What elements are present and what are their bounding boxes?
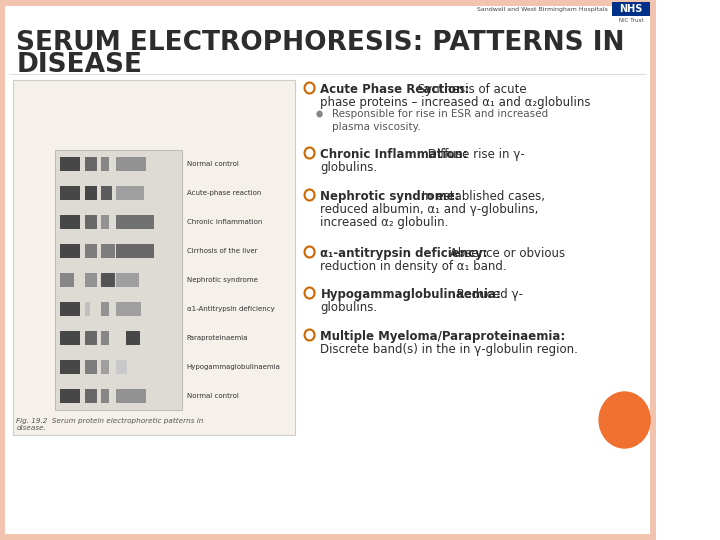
Text: Normal control: Normal control <box>186 393 238 399</box>
Text: Acute-phase reaction: Acute-phase reaction <box>186 190 261 197</box>
Text: In established cases,: In established cases, <box>418 190 545 203</box>
FancyBboxPatch shape <box>101 331 109 345</box>
FancyBboxPatch shape <box>60 273 73 287</box>
FancyBboxPatch shape <box>116 389 146 402</box>
Text: Reduced γ-: Reduced γ- <box>452 288 523 301</box>
FancyBboxPatch shape <box>116 244 154 258</box>
FancyBboxPatch shape <box>650 0 655 540</box>
FancyBboxPatch shape <box>0 534 655 540</box>
Text: reduction in density of α₁ band.: reduction in density of α₁ band. <box>320 260 507 273</box>
Text: NIC Trust: NIC Trust <box>618 18 643 23</box>
Text: Responsible for rise in ESR and increased: Responsible for rise in ESR and increase… <box>333 109 549 119</box>
FancyBboxPatch shape <box>85 158 96 171</box>
Text: DISEASE: DISEASE <box>17 52 143 78</box>
FancyBboxPatch shape <box>116 360 127 374</box>
FancyBboxPatch shape <box>101 302 109 316</box>
Text: Hypogammaglobulinaemia: Hypogammaglobulinaemia <box>186 363 281 370</box>
Text: α1-Antitrypsin deficiency: α1-Antitrypsin deficiency <box>186 306 274 312</box>
FancyBboxPatch shape <box>85 302 90 316</box>
Text: globulins.: globulins. <box>320 301 377 314</box>
Text: Cirrhosis of the liver: Cirrhosis of the liver <box>186 248 257 254</box>
Text: Sandwell and West Birmingham Hospitals: Sandwell and West Birmingham Hospitals <box>477 6 608 11</box>
FancyBboxPatch shape <box>60 302 80 316</box>
Circle shape <box>305 147 315 159</box>
FancyBboxPatch shape <box>55 150 182 410</box>
FancyBboxPatch shape <box>101 273 114 287</box>
Text: Nephrotic syndrome: Nephrotic syndrome <box>186 277 258 283</box>
Text: reduced albumin, α₁ and γ-globulins,: reduced albumin, α₁ and γ-globulins, <box>320 203 539 216</box>
Circle shape <box>305 190 315 200</box>
Text: plasma viscosity.: plasma viscosity. <box>333 122 421 132</box>
Text: Chronic inflammation: Chronic inflammation <box>186 219 262 225</box>
FancyBboxPatch shape <box>101 360 109 374</box>
FancyBboxPatch shape <box>116 158 146 171</box>
Text: Multiple Myeloma/Paraproteinaemia:: Multiple Myeloma/Paraproteinaemia: <box>320 330 566 343</box>
FancyBboxPatch shape <box>60 331 80 345</box>
FancyBboxPatch shape <box>116 302 141 316</box>
Text: Diffuse rise in γ-: Diffuse rise in γ- <box>424 148 525 161</box>
Text: Synthesis of acute: Synthesis of acute <box>414 83 527 96</box>
Text: SERUM ELECTROPHORESIS: PATTERNS IN: SERUM ELECTROPHORESIS: PATTERNS IN <box>17 30 625 56</box>
FancyBboxPatch shape <box>612 2 650 16</box>
FancyBboxPatch shape <box>126 331 140 345</box>
Text: Nephrotic syndrome:: Nephrotic syndrome: <box>320 190 460 203</box>
Text: increased α₂ globulin.: increased α₂ globulin. <box>320 216 449 229</box>
FancyBboxPatch shape <box>101 158 109 171</box>
FancyBboxPatch shape <box>101 389 109 402</box>
Text: Fig. 19.2  Serum protein electrophoretic patterns in
disease.: Fig. 19.2 Serum protein electrophoretic … <box>17 418 204 431</box>
Text: globulins.: globulins. <box>320 161 377 174</box>
Text: Chronic Inflammation:: Chronic Inflammation: <box>320 148 468 161</box>
FancyBboxPatch shape <box>60 360 80 374</box>
FancyBboxPatch shape <box>60 389 80 402</box>
FancyBboxPatch shape <box>85 186 96 200</box>
FancyBboxPatch shape <box>116 273 139 287</box>
FancyBboxPatch shape <box>60 215 80 229</box>
Circle shape <box>305 287 315 299</box>
Text: α₁-antitrypsin deficiency:: α₁-antitrypsin deficiency: <box>320 247 488 260</box>
Text: Normal control: Normal control <box>186 161 238 167</box>
FancyBboxPatch shape <box>60 158 80 171</box>
Text: Hypogammaglobulinaemia:: Hypogammaglobulinaemia: <box>320 288 501 301</box>
Circle shape <box>305 83 315 93</box>
Circle shape <box>305 246 315 258</box>
Text: phase proteins – increased α₁ and α₂globulins: phase proteins – increased α₁ and α₂glob… <box>320 96 591 109</box>
FancyBboxPatch shape <box>85 389 96 402</box>
FancyBboxPatch shape <box>60 244 80 258</box>
FancyBboxPatch shape <box>0 0 6 540</box>
Text: Acute Phase Reaction:: Acute Phase Reaction: <box>320 83 469 96</box>
FancyBboxPatch shape <box>116 215 154 229</box>
FancyBboxPatch shape <box>13 80 295 435</box>
FancyBboxPatch shape <box>60 186 80 200</box>
Text: NHS: NHS <box>619 4 643 14</box>
Text: Discrete band(s) in the in γ-globulin region.: Discrete band(s) in the in γ-globulin re… <box>320 343 578 356</box>
FancyBboxPatch shape <box>85 360 96 374</box>
FancyBboxPatch shape <box>0 0 655 6</box>
FancyBboxPatch shape <box>85 331 96 345</box>
Circle shape <box>316 111 323 118</box>
FancyBboxPatch shape <box>85 215 96 229</box>
FancyBboxPatch shape <box>101 244 114 258</box>
Text: Absence or obvious: Absence or obvious <box>446 247 565 260</box>
Circle shape <box>599 392 650 448</box>
FancyBboxPatch shape <box>85 273 96 287</box>
FancyBboxPatch shape <box>116 186 144 200</box>
Text: Paraproteinaemia: Paraproteinaemia <box>186 335 248 341</box>
FancyBboxPatch shape <box>101 186 112 200</box>
FancyBboxPatch shape <box>101 215 109 229</box>
Circle shape <box>305 329 315 341</box>
FancyBboxPatch shape <box>85 244 96 258</box>
